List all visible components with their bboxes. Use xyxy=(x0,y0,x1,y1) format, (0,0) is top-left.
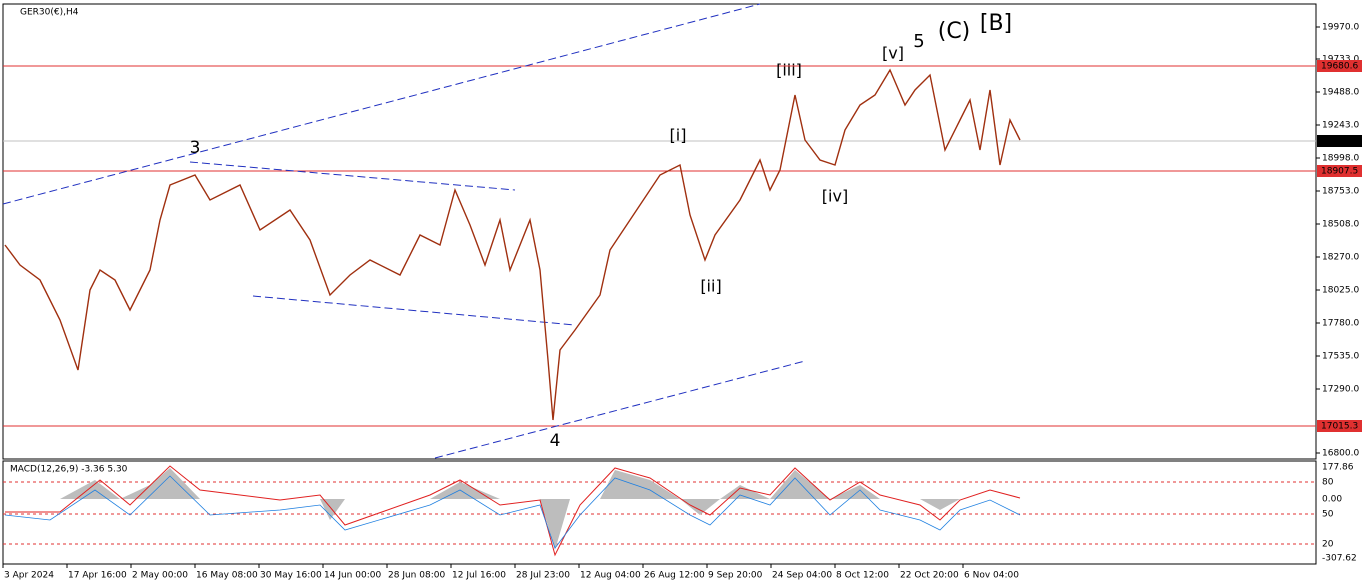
time-label: 6 Nov 04:00 xyxy=(964,571,1019,581)
price-label: 17780.0 xyxy=(1322,319,1359,329)
price-label: 19733.0 xyxy=(1322,55,1359,65)
macd-axis-label: 80 xyxy=(1322,478,1334,488)
wave-label: [ii] xyxy=(700,277,721,296)
time-label: 26 Aug 12:00 xyxy=(644,571,705,581)
price-path xyxy=(4,68,1021,421)
time-label: 12 Aug 04:00 xyxy=(580,571,641,581)
time-label: 28 Jul 23:00 xyxy=(516,571,570,581)
macd-label: MACD(12,26,9) -3.36 5.30 xyxy=(10,465,128,475)
time-label: 22 Oct 20:00 xyxy=(900,571,959,581)
time-label: 28 Jun 08:00 xyxy=(388,571,445,581)
price-label: 17290.0 xyxy=(1322,385,1359,395)
wave-label: [iv] xyxy=(822,187,848,206)
time-label: 16 May 08:00 xyxy=(196,571,258,581)
price-label: 17535.0 xyxy=(1322,352,1359,362)
macd-axis-label: 177.86 xyxy=(1322,463,1354,473)
price-box-label: 19129.9 xyxy=(1321,137,1358,147)
wave-label: 4 xyxy=(550,431,561,451)
price-label: 18508.0 xyxy=(1322,220,1359,230)
price-label: 18025.0 xyxy=(1322,286,1359,296)
wave-label: [iii] xyxy=(776,61,802,80)
macd-line xyxy=(4,475,1021,549)
wave-label: [v] xyxy=(882,44,904,63)
price-box xyxy=(1317,420,1362,432)
price-box-label: 19680.6 xyxy=(1321,62,1358,72)
price-label: 19243.0 xyxy=(1322,121,1359,131)
macd-axis-label: -307.62 xyxy=(1322,554,1357,564)
macd-pane xyxy=(2,460,1317,565)
macd-axis-label: 20 xyxy=(1322,540,1334,550)
time-label: 8 Oct 12:00 xyxy=(836,571,889,581)
price-box xyxy=(1317,165,1362,177)
macd-axis-label: 50 xyxy=(1322,510,1334,520)
price-label: 19970.0 xyxy=(1322,23,1359,33)
time-label: 14 Jun 00:00 xyxy=(324,571,381,581)
wave-label: 5 xyxy=(913,31,924,52)
price-label: 18753.0 xyxy=(1322,187,1359,197)
wave-label: 3 xyxy=(190,138,201,158)
price-label: 19488.0 xyxy=(1322,88,1359,98)
time-label: 30 May 16:00 xyxy=(260,571,322,581)
price-label: 18270.0 xyxy=(1322,253,1359,263)
price-box-label: 17015.3 xyxy=(1321,422,1358,432)
time-label: 17 Apr 16:00 xyxy=(68,571,127,581)
time-label: 24 Sep 04:00 xyxy=(772,571,832,581)
wave-label: (C) xyxy=(938,19,971,44)
symbol-label: GER30(€),H4 xyxy=(20,8,79,18)
price-label: 18998.0 xyxy=(1322,154,1359,164)
time-label: 12 Jul 16:00 xyxy=(452,571,506,581)
time-label: 9 Sep 20:00 xyxy=(708,571,763,581)
time-label: 3 Apr 2024 xyxy=(4,571,54,581)
price-box xyxy=(1317,135,1362,147)
macd-signal xyxy=(5,465,1021,557)
macd-axis-label: 0.00 xyxy=(1322,495,1342,505)
price-box-label: 18907.5 xyxy=(1321,167,1358,177)
price-pane xyxy=(2,3,1317,460)
wave-label: [B] xyxy=(980,11,1012,36)
time-label: 2 May 00:00 xyxy=(132,571,188,581)
trend-lines xyxy=(2,3,806,459)
wave-label: [i] xyxy=(670,126,687,145)
price-box xyxy=(1317,60,1362,72)
price-label: 16800.0 xyxy=(1322,449,1359,459)
